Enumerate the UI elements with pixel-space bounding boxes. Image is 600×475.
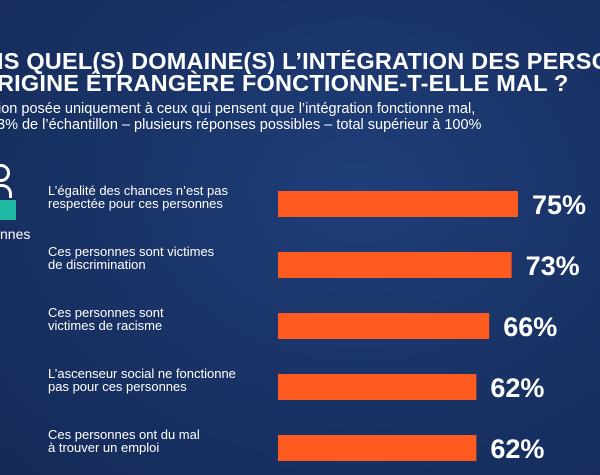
value-label-5: 62% xyxy=(490,434,544,464)
chart-subtitle: ion posée uniquement à ceux qui pensent … xyxy=(0,101,600,133)
category-label-5-line-2: à trouver un emploi xyxy=(48,440,159,455)
category-label-4-line-1: L’ascenseur social ne fonctionne xyxy=(48,366,236,381)
title-line-1: IS QUEL(S) DOMAINE(S) L’INTÉGRATION DES … xyxy=(0,50,600,74)
category-label-2-line-2: de discrimination xyxy=(48,257,146,272)
person-icon-head xyxy=(0,164,10,182)
subtitle-line-1: ion posée uniquement à ceux qui pensent … xyxy=(0,101,476,117)
value-label-4: 62% xyxy=(490,373,544,403)
badge-icon xyxy=(0,200,16,220)
persons-label: nnes xyxy=(0,226,31,242)
chart-title: IS QUEL(S) DOMAINE(S) L’INTÉGRATION DES … xyxy=(0,50,600,94)
bar-2 xyxy=(278,252,512,278)
value-label-3: 66% xyxy=(503,312,557,342)
bar-4 xyxy=(278,374,477,400)
value-label-2: 73% xyxy=(526,251,580,281)
person-icon-body xyxy=(0,184,12,198)
bar-1 xyxy=(278,191,518,217)
subtitle-line-2: 3% de l’échantillon – plusieurs réponses… xyxy=(0,117,482,133)
bar-3 xyxy=(278,313,490,339)
category-label-4-line-2: pas pour ces personnes xyxy=(48,379,187,394)
category-label-2-line-1: Ces personnes sont victimes xyxy=(48,244,215,259)
bar-5 xyxy=(278,435,477,461)
value-label-1: 75% xyxy=(532,190,586,220)
category-label-1-line-1: L’égalité des chances n’est pas xyxy=(48,183,228,198)
title-line-2: RIGINE ÉTRANGÈRE FONCTIONNE-T-ELLE MAL ? xyxy=(0,70,569,94)
category-label-1-line-2: respectée pour ces personnes xyxy=(48,196,223,211)
category-label-3-line-2: victimes de racisme xyxy=(48,318,162,333)
category-label-3-line-1: Ces personnes sont xyxy=(48,305,164,320)
category-label-5-line-1: Ces personnes ont du mal xyxy=(48,427,200,442)
person-icon xyxy=(0,162,40,237)
